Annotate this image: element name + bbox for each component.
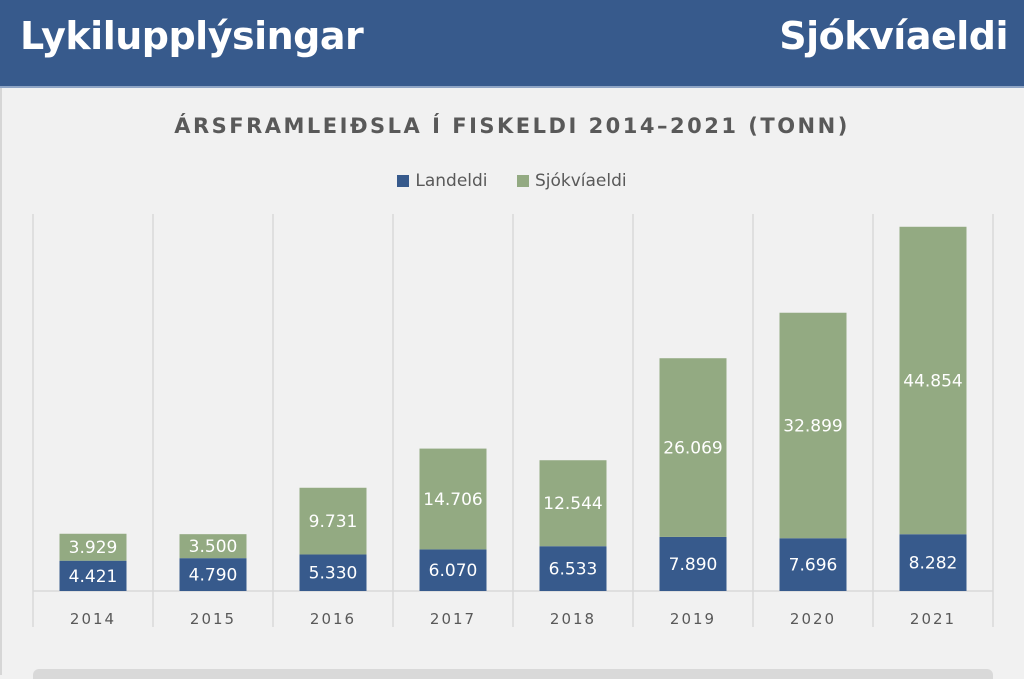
- header-banner: Lykilupplýsingar Sjókvíaeldi: [0, 0, 1024, 88]
- bar-landeldi: [299, 554, 367, 591]
- legend-label-landeldi: Landeldi: [415, 171, 488, 191]
- data-label: 7.696: [789, 556, 838, 576]
- data-label: 4.790: [189, 566, 238, 586]
- x-tick-label: 2018: [550, 610, 596, 628]
- bar-sjokviaeldi: [299, 487, 367, 555]
- bar-sjokviaeldi: [659, 358, 727, 537]
- data-label: 8.282: [909, 554, 958, 574]
- legend-swatch-landeldi: [397, 175, 410, 187]
- page-title: Lykilupplýsingar: [20, 14, 364, 58]
- chart-legend: Landeldi Sjókvíaeldi: [0, 171, 1024, 192]
- chart-title: ÁRSFRAMLEIÐSLA Í FISKELDI 2014–2021 (TON…: [174, 114, 850, 138]
- data-label: 44.854: [903, 372, 962, 392]
- bar-sjokviaeldi: [419, 448, 487, 550]
- data-label: 26.069: [663, 439, 722, 459]
- bar-landeldi: [899, 534, 967, 591]
- x-tick-label: 2014: [70, 610, 116, 628]
- bar-sjokviaeldi: [179, 534, 247, 559]
- bar-landeldi: [59, 560, 127, 591]
- data-label: 6.533: [549, 560, 598, 580]
- data-label: 14.706: [423, 490, 482, 510]
- bar-sjokviaeldi: [779, 312, 847, 539]
- legend-label-sjokviaeldi: Sjókvíaeldi: [534, 171, 627, 191]
- x-tick-label: 2020: [790, 610, 836, 628]
- legend-item-sjokviaeldi: Sjókvíaeldi: [516, 171, 627, 191]
- bar-sjokviaeldi: [899, 226, 967, 535]
- x-tick-label: 2015: [190, 610, 236, 628]
- x-tick-label: 2021: [910, 610, 956, 628]
- x-tick-label: 2016: [310, 610, 356, 628]
- panel-left-border: [0, 88, 2, 675]
- bar-landeldi: [779, 538, 847, 591]
- data-label: 3.929: [69, 538, 118, 558]
- bar-landeldi: [659, 536, 727, 591]
- data-label: 12.544: [543, 494, 602, 514]
- next-panel-edge: [33, 669, 993, 679]
- bar-sjokviaeldi: [59, 533, 127, 561]
- data-label: 9.731: [309, 512, 358, 532]
- bar-landeldi: [179, 558, 247, 591]
- bar-landeldi: [419, 549, 487, 591]
- bar-sjokviaeldi: [539, 460, 607, 547]
- data-label: 7.890: [669, 555, 718, 575]
- legend-item-landeldi: Landeldi: [397, 171, 488, 191]
- data-label: 5.330: [309, 564, 358, 584]
- data-label: 32.899: [783, 416, 842, 436]
- section-title: Sjókvíaeldi: [779, 14, 1008, 58]
- data-label: 3.500: [189, 537, 238, 557]
- data-label: 6.070: [429, 561, 478, 581]
- legend-swatch-sjokviaeldi: [516, 175, 529, 187]
- x-tick-label: 2017: [430, 610, 476, 628]
- bar-landeldi: [539, 546, 607, 591]
- x-tick-label: 2019: [670, 610, 716, 628]
- data-label: 4.421: [69, 567, 118, 587]
